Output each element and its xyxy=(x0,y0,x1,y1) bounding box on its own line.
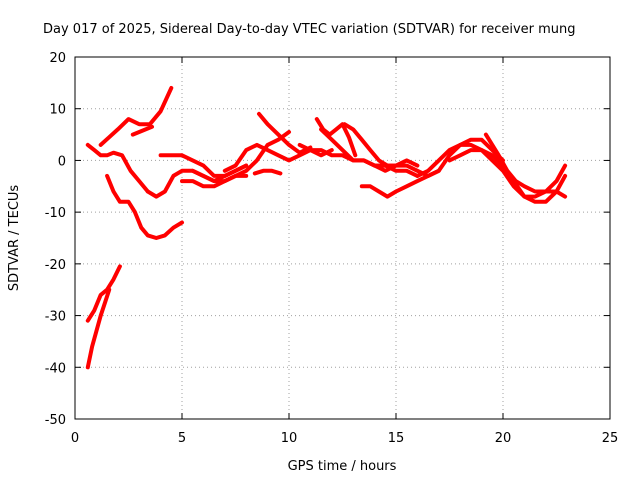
plot-frame xyxy=(74,56,611,420)
x-axis-title: GPS time / hours xyxy=(288,459,397,474)
series-layer xyxy=(85,86,568,370)
y-tick-label--10: -10 xyxy=(45,206,66,221)
x-tick-label-25: 25 xyxy=(602,431,619,446)
series-track-22 xyxy=(483,132,568,199)
series-track-2 xyxy=(98,86,174,147)
x-tick-label-10: 10 xyxy=(281,431,298,446)
series-track-8 xyxy=(158,153,249,178)
series-track-12 xyxy=(257,111,313,155)
tick-labels: 0 5 10 15 20 25 -50 -40 -30 -20 -10 0 10 20 xyxy=(45,51,619,446)
chart-title: Day 017 of 2025, Sidereal Day-to-day VTE… xyxy=(43,22,576,37)
series-track-16 xyxy=(319,127,420,178)
y-tick-label--20: -20 xyxy=(45,258,66,273)
y-tick-label--40: -40 xyxy=(45,361,66,376)
series-track-6 xyxy=(85,287,112,370)
y-axis-title: SDTVAR / TECUs xyxy=(7,185,22,292)
y-tick-label-0: 0 xyxy=(58,154,66,169)
x-tick-label-20: 20 xyxy=(495,431,512,446)
series-track-10 xyxy=(190,130,291,184)
x-tick-label-0: 0 xyxy=(71,431,79,446)
y-tick-label-20: 20 xyxy=(49,51,66,66)
gridlines xyxy=(75,57,610,419)
series-track-5 xyxy=(85,264,122,323)
x-tick-label-15: 15 xyxy=(388,431,405,446)
series-track-19 xyxy=(372,137,505,178)
axis-ticks xyxy=(74,56,611,420)
series-track-13 xyxy=(252,168,283,176)
series-track-3 xyxy=(130,124,154,137)
series-track-17 xyxy=(342,122,420,168)
x-tick-label-5: 5 xyxy=(178,431,186,446)
series-track-18 xyxy=(359,168,441,199)
y-tick-label-10: 10 xyxy=(49,103,66,118)
y-tick-label--50: -50 xyxy=(45,413,66,428)
series-track-4 xyxy=(105,173,184,240)
y-tick-label--30: -30 xyxy=(45,310,66,325)
series-track-1 xyxy=(85,142,150,194)
